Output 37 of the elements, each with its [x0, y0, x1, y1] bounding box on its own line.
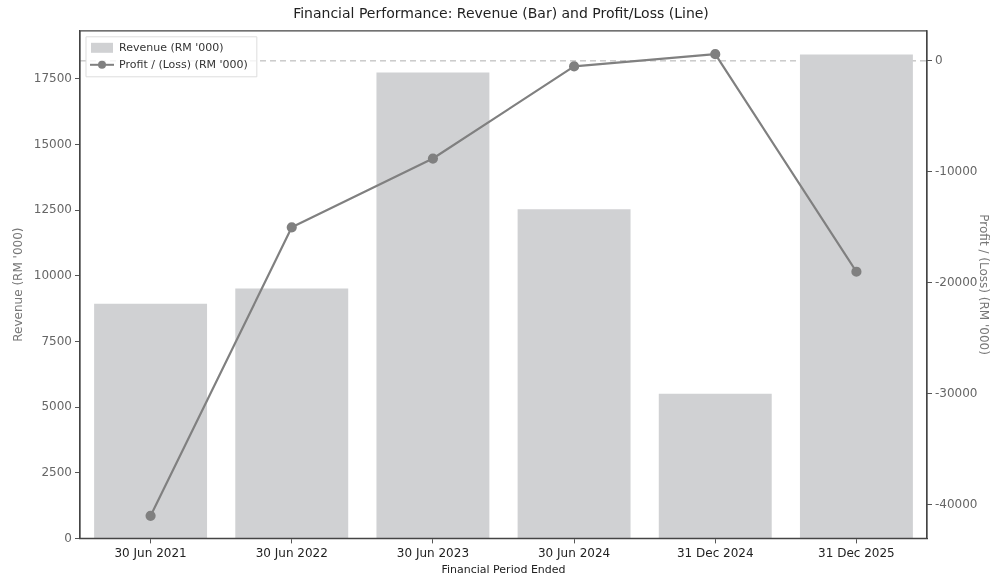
y-tick-label: 12500 [33, 202, 72, 217]
y-tick-label: 7500 [41, 333, 72, 348]
x-tick-label: 30 Jun 2024 [537, 545, 611, 560]
bar [94, 303, 208, 538]
bar [799, 54, 913, 538]
x-tick-label: 30 Jun 2021 [114, 545, 187, 560]
y-tick-label: 15000 [33, 136, 72, 151]
x-tick-label: 31 Dec 2024 [676, 545, 754, 560]
y-tick-label: 10000 [33, 267, 72, 282]
legend-label: Profit / (Loss) (RM '000) [119, 57, 248, 71]
legend-label: Revenue (RM '000) [119, 40, 224, 54]
point [851, 266, 862, 277]
point [427, 153, 439, 164]
point [710, 49, 721, 60]
y2-tick-label: -10000 [935, 163, 978, 178]
point [568, 61, 580, 72]
bar [235, 288, 349, 538]
x-axis-title: Financial Period Ended [441, 563, 566, 577]
y-tick-label: 5000 [41, 399, 72, 414]
y-tick-label: 0 [64, 530, 72, 545]
y2-tick-label: -40000 [935, 496, 978, 511]
bar [517, 209, 631, 538]
point [145, 510, 156, 521]
point [286, 222, 297, 233]
y-tick-label: 17500 [33, 70, 72, 85]
y2-tick-label: -20000 [935, 274, 978, 289]
y2-tick-label: 0 [935, 53, 943, 67]
x-tick-label: 31 Dec 2025 [818, 545, 895, 560]
x-tick-label: 30 Jun 2022 [255, 545, 328, 560]
y2-tick-label: -30000 [935, 385, 978, 400]
y-tick-label: 2500 [41, 464, 72, 479]
bar [376, 72, 490, 538]
x-tick-label: 30 Jun 2023 [396, 545, 470, 560]
y2-axis-title: Profit / (Loss) (RM '000) [976, 214, 991, 355]
y-axis-title: Revenue (RM '000) [11, 227, 26, 342]
chart-title: Financial Performance: Revenue (Bar) and Profit/Loss (Line) [293, 5, 709, 22]
bar [658, 393, 772, 538]
